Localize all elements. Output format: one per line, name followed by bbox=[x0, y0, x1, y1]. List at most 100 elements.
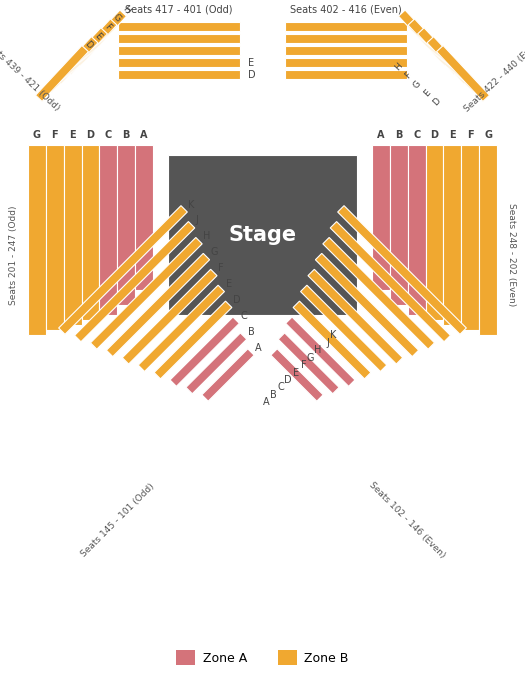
Text: Seats 439 - 421 (Odd): Seats 439 - 421 (Odd) bbox=[0, 38, 61, 112]
Bar bbox=[45, 37, 98, 92]
Text: J: J bbox=[327, 338, 329, 348]
Text: C: C bbox=[240, 311, 247, 321]
Bar bbox=[308, 269, 403, 364]
Text: A: A bbox=[377, 130, 385, 140]
Bar bbox=[461, 145, 479, 330]
Bar bbox=[64, 145, 81, 325]
Text: C: C bbox=[413, 130, 421, 140]
Text: C: C bbox=[104, 130, 112, 140]
Bar bbox=[118, 22, 240, 31]
Bar bbox=[316, 254, 418, 356]
Text: E: E bbox=[248, 58, 254, 67]
Bar bbox=[118, 34, 240, 43]
Text: G: G bbox=[484, 130, 492, 140]
Bar bbox=[408, 145, 426, 315]
Text: E: E bbox=[69, 130, 76, 140]
Text: Seats 201 - 247 (Odd): Seats 201 - 247 (Odd) bbox=[9, 205, 18, 305]
Text: H: H bbox=[121, 4, 132, 15]
Bar bbox=[55, 28, 108, 84]
Bar bbox=[285, 22, 407, 31]
Text: F: F bbox=[403, 71, 413, 80]
Bar bbox=[285, 58, 407, 67]
Bar bbox=[28, 145, 46, 335]
Text: B: B bbox=[270, 390, 277, 400]
Text: G: G bbox=[211, 248, 218, 257]
Bar bbox=[59, 205, 187, 335]
Text: E: E bbox=[226, 279, 232, 289]
Text: F: F bbox=[467, 130, 474, 140]
Text: Seats 102 - 146 (Even): Seats 102 - 146 (Even) bbox=[367, 480, 447, 560]
Bar bbox=[107, 254, 209, 356]
Bar bbox=[398, 10, 452, 66]
Text: E: E bbox=[93, 31, 103, 41]
Bar bbox=[300, 285, 387, 371]
Bar bbox=[75, 222, 195, 342]
Text: D: D bbox=[248, 69, 256, 80]
Text: J: J bbox=[196, 216, 198, 226]
Bar bbox=[427, 37, 480, 92]
Bar bbox=[64, 19, 117, 75]
Text: B: B bbox=[122, 130, 130, 140]
Text: F: F bbox=[301, 360, 307, 370]
Bar bbox=[202, 349, 254, 401]
Bar bbox=[293, 301, 371, 379]
Bar bbox=[285, 70, 407, 79]
Bar bbox=[81, 145, 99, 320]
Bar bbox=[444, 145, 461, 325]
Bar bbox=[99, 145, 117, 315]
Bar bbox=[117, 145, 135, 305]
Text: E: E bbox=[422, 88, 432, 98]
Text: Seats 248 - 202 (Even): Seats 248 - 202 (Even) bbox=[507, 203, 516, 307]
Text: H: H bbox=[203, 231, 211, 241]
Text: H: H bbox=[314, 345, 322, 355]
Text: G: G bbox=[307, 353, 314, 362]
Bar bbox=[74, 10, 127, 66]
Bar bbox=[186, 333, 247, 394]
Text: B: B bbox=[395, 130, 403, 140]
Text: K: K bbox=[330, 330, 337, 341]
Bar bbox=[36, 46, 88, 101]
Text: G: G bbox=[111, 13, 123, 24]
Bar bbox=[437, 46, 489, 101]
Bar bbox=[154, 301, 232, 379]
Bar bbox=[417, 28, 470, 84]
Text: D: D bbox=[83, 39, 94, 50]
Bar bbox=[118, 46, 240, 55]
Text: Seats 417 - 401 (Odd): Seats 417 - 401 (Odd) bbox=[125, 5, 233, 15]
Bar bbox=[271, 349, 323, 401]
Bar bbox=[323, 237, 435, 350]
Bar bbox=[285, 46, 407, 55]
Text: F: F bbox=[51, 130, 58, 140]
Text: G: G bbox=[33, 130, 41, 140]
Text: Stage: Stage bbox=[228, 225, 297, 245]
Bar bbox=[278, 333, 339, 394]
Bar bbox=[168, 155, 357, 315]
Bar bbox=[285, 34, 407, 43]
Text: A: A bbox=[263, 397, 270, 407]
Bar bbox=[122, 269, 217, 364]
Bar bbox=[426, 145, 444, 320]
Text: Seats 402 - 416 (Even): Seats 402 - 416 (Even) bbox=[290, 5, 402, 15]
Bar bbox=[118, 70, 240, 79]
Text: Seats 145 - 101 (Odd): Seats 145 - 101 (Odd) bbox=[80, 481, 156, 558]
Bar bbox=[390, 145, 408, 305]
Bar bbox=[118, 58, 240, 67]
Text: F: F bbox=[102, 22, 113, 32]
Bar bbox=[330, 222, 450, 342]
Text: D: D bbox=[233, 295, 240, 305]
Bar bbox=[338, 205, 466, 335]
Text: A: A bbox=[255, 343, 262, 353]
Text: K: K bbox=[188, 200, 195, 209]
Bar bbox=[286, 317, 355, 386]
Text: G: G bbox=[412, 79, 423, 90]
Text: D: D bbox=[285, 375, 292, 385]
Bar bbox=[90, 237, 202, 350]
Text: F: F bbox=[218, 263, 224, 273]
Text: C: C bbox=[278, 382, 285, 392]
Text: Seats 422 - 440 (Even): Seats 422 - 440 (Even) bbox=[462, 37, 525, 114]
Text: E: E bbox=[293, 367, 299, 377]
Text: E: E bbox=[449, 130, 456, 140]
Text: D: D bbox=[87, 130, 94, 140]
Bar bbox=[46, 145, 64, 330]
Bar bbox=[408, 19, 461, 75]
